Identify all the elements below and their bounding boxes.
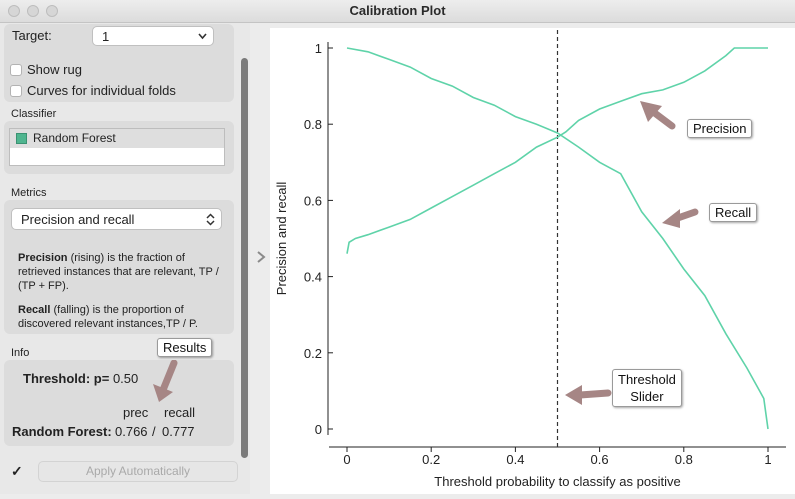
prec-column-header: prec bbox=[123, 405, 149, 420]
window-title: Calibration Plot bbox=[349, 3, 446, 18]
y-axis-label: Precision and recall bbox=[274, 182, 289, 296]
recall-arrow-icon bbox=[662, 208, 699, 228]
metric-select-value: Precision and recall bbox=[21, 212, 135, 227]
x-axis-label: Threshold probability to classify as pos… bbox=[434, 474, 680, 489]
metric-select[interactable]: Precision and recall bbox=[11, 208, 222, 230]
results-arrow-icon bbox=[153, 360, 178, 402]
series-line-recall bbox=[346, 47, 769, 430]
threshold-arrow-icon bbox=[565, 385, 612, 405]
classifier-header: Classifier bbox=[11, 108, 57, 120]
result-row-name: Random Forest: bbox=[12, 424, 112, 439]
title-bar: Calibration Plot bbox=[0, 0, 795, 23]
zoom-window-button[interactable] bbox=[46, 5, 58, 17]
precision-annotation: Precision bbox=[687, 119, 753, 138]
x-tick-label: 0.2 bbox=[422, 452, 440, 467]
plot-area: 0 0.2 0.4 0.6 0.8 1 0 0.2 0.4 0.6 0.8 1 Threshold pr… bbox=[270, 28, 795, 494]
metrics-header: Metrics bbox=[11, 187, 47, 199]
info-header: Info bbox=[11, 347, 30, 359]
result-prec-value: 0.766 bbox=[115, 424, 148, 439]
results-annotation: Results bbox=[157, 338, 213, 357]
x-tick-label: 0.4 bbox=[506, 452, 524, 467]
threshold-readout: Threshold: p= 0.50 bbox=[23, 371, 138, 386]
classifier-color-swatch bbox=[16, 133, 27, 144]
result-recall-value: 0.777 bbox=[162, 424, 195, 439]
y-tick-label: 0.2 bbox=[304, 346, 322, 361]
show-rug-checkbox[interactable] bbox=[10, 64, 22, 76]
recall-description: Recall (falling) is the proportion of di… bbox=[18, 303, 230, 331]
calibration-chart[interactable]: 0 0.2 0.4 0.6 0.8 1 0 0.2 0.4 0.6 0.8 1 Threshold pr… bbox=[270, 28, 795, 494]
threshold-label: Threshold: p= bbox=[23, 371, 110, 386]
minimize-window-button[interactable] bbox=[27, 5, 39, 17]
target-label: Target: bbox=[12, 28, 52, 43]
y-tick-label: 0.4 bbox=[304, 270, 322, 285]
x-tick-label: 1 bbox=[764, 452, 771, 467]
target-select[interactable]: 1 bbox=[92, 26, 214, 46]
y-tick-label: 0.8 bbox=[304, 117, 322, 132]
curves-folds-checkbox[interactable] bbox=[10, 85, 22, 97]
recall-annotation: Recall bbox=[709, 203, 758, 222]
precision-description: Precision (rising) is the fraction of re… bbox=[18, 251, 230, 293]
classifier-item-label: Random Forest bbox=[33, 131, 116, 145]
close-window-button[interactable] bbox=[8, 5, 20, 17]
recall-term: Recall bbox=[18, 304, 51, 316]
chevron-down-icon bbox=[198, 33, 207, 40]
result-separator: / bbox=[152, 424, 156, 439]
threshold-annotation-line1: Threshold bbox=[618, 372, 676, 387]
sidebar-scrollbar[interactable] bbox=[241, 58, 248, 458]
recall-column-header: recall bbox=[164, 405, 196, 420]
apply-auto-checkbox[interactable]: ✓ bbox=[11, 463, 23, 479]
threshold-slider-annotation: Threshold Slider bbox=[612, 369, 682, 407]
curves-folds-label: Curves for individual folds bbox=[27, 83, 176, 98]
apply-automatically-button[interactable]: Apply Automatically bbox=[38, 461, 238, 482]
show-rug-label: Show rug bbox=[27, 62, 82, 77]
series-line-precision bbox=[346, 47, 768, 254]
classifier-item[interactable]: Random Forest bbox=[10, 129, 224, 148]
x-tick-label: 0 bbox=[343, 452, 350, 467]
x-tick-label: 0.8 bbox=[675, 452, 693, 467]
threshold-value: 0.50 bbox=[112, 371, 139, 386]
precision-arrow-icon bbox=[640, 101, 676, 130]
updown-chevron-icon bbox=[206, 213, 215, 226]
chevron-right-icon[interactable] bbox=[256, 250, 266, 264]
precision-term: Precision bbox=[18, 252, 68, 264]
recall-desc-text: (falling) is the proportion of discovere… bbox=[18, 304, 198, 330]
y-tick-label: 0.6 bbox=[304, 193, 322, 208]
classifier-list[interactable]: Random Forest bbox=[9, 128, 225, 166]
target-select-value: 1 bbox=[102, 29, 110, 44]
y-tick-label: 0 bbox=[315, 422, 322, 437]
x-tick-label: 0.6 bbox=[591, 452, 609, 467]
y-tick-label: 1 bbox=[315, 41, 322, 56]
precision-desc-text: (rising) is the fraction of retrieved in… bbox=[18, 252, 219, 292]
threshold-annotation-line2: Slider bbox=[630, 389, 664, 404]
info-box bbox=[4, 360, 234, 446]
